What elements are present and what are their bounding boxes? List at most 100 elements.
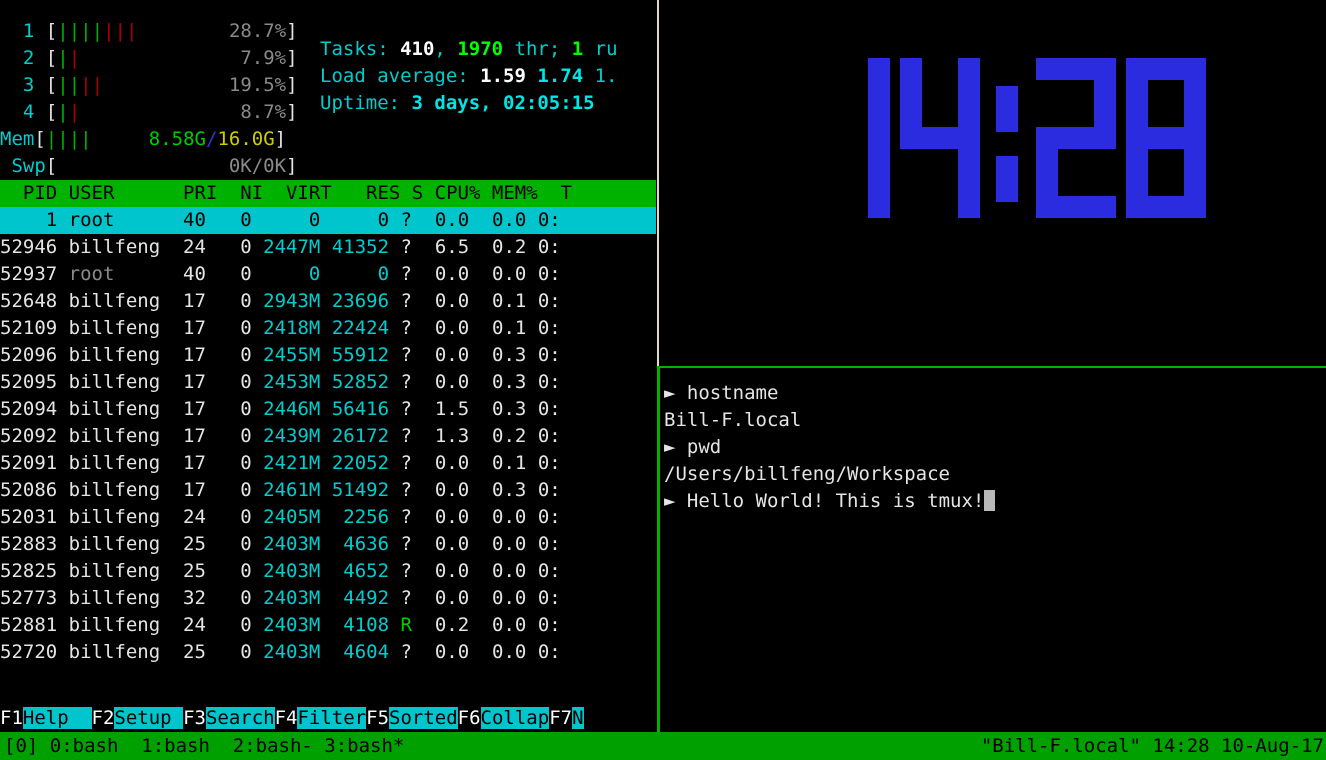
fkey-f7-label[interactable]: N <box>572 707 584 729</box>
cell-pid: 52773 <box>0 587 58 609</box>
cell-pri: 17 <box>171 290 206 312</box>
shell-output-line: /Users/billfeng/Workspace <box>664 461 1326 488</box>
cell-time: 0: <box>537 236 561 258</box>
process-row[interactable]: 52091 billfeng 17 0 2421M 22052 ? 0.0 0.… <box>0 450 656 477</box>
meter-bracket-open: [ <box>45 74 58 96</box>
process-row[interactable]: 52109 billfeng 17 0 2418M 22424 ? 0.0 0.… <box>0 315 656 342</box>
cell-state: ? <box>400 290 412 312</box>
tmux-status-bar[interactable]: [0] 0:bash 1:bash 2:bash- 3:bash* "Bill-… <box>0 732 1326 760</box>
cell-time: 0: <box>537 587 561 609</box>
cell-time: 0: <box>537 263 561 285</box>
cell-user: billfeng <box>68 425 172 447</box>
cell-time: 0: <box>537 506 561 528</box>
cell-pri: 17 <box>171 344 206 366</box>
process-row[interactable]: 52092 billfeng 17 0 2439M 26172 ? 1.3 0.… <box>0 423 656 450</box>
process-row[interactable]: 52031 billfeng 24 0 2405M 2256 ? 0.0 0.0… <box>0 504 656 531</box>
cell-pri: 25 <box>171 641 206 663</box>
process-row[interactable]: 52883 billfeng 25 0 2403M 4636 ? 0.0 0.0… <box>0 531 656 558</box>
cell-virt: 2455M <box>263 344 321 366</box>
fkey-f2-label[interactable]: Setup <box>114 707 184 729</box>
process-row[interactable]: 52946 billfeng 24 0 2447M 41352 ? 6.5 0.… <box>0 234 656 261</box>
htop-pane[interactable]: 1 [||||||| 28.7%] 2 [|| 7.9%] 3 [|||| 19… <box>0 0 656 732</box>
cell-state: ? <box>400 641 412 663</box>
htop-process-table[interactable]: PID USER PRI NI VIRT RES S CPU% MEM% T 1… <box>0 180 656 666</box>
shell-command-line: ► hostname <box>664 380 1326 407</box>
cell-cpu: 0.0 <box>423 317 470 339</box>
cell-mem: 0.0 <box>480 614 527 636</box>
cell-cpu: 0.0 <box>423 641 470 663</box>
memory-meter-label: Mem <box>0 128 35 150</box>
clock-digit-8 <box>1126 58 1206 218</box>
cpu-meter-3: 3 [|||| 19.5%] <box>22 74 298 96</box>
cell-time: 0: <box>537 533 561 555</box>
process-row[interactable]: 52096 billfeng 17 0 2455M 55912 ? 0.0 0.… <box>0 342 656 369</box>
fkey-f6-label[interactable]: Collap <box>480 707 550 729</box>
prompt-arrow-icon: ► <box>664 436 676 458</box>
process-row[interactable]: 52881 billfeng 24 0 2403M 4108 R 0.2 0.0… <box>0 612 656 639</box>
cell-res: 4636 <box>331 533 390 555</box>
fkey-f2-key[interactable]: F2 <box>91 707 115 729</box>
uptime-value: 3 days, 02:05:15 <box>411 92 595 114</box>
process-row[interactable]: 1 root 40 0 0 0 ? 0.0 0.0 0: <box>0 207 656 234</box>
cell-mem: 0.1 <box>480 317 527 339</box>
cell-res: 4492 <box>331 587 390 609</box>
fkey-f4-key[interactable]: F4 <box>274 707 298 729</box>
cpu-meter-percent: 8.7% <box>240 101 287 123</box>
cell-time: 0: <box>537 317 561 339</box>
cell-user: billfeng <box>68 236 172 258</box>
fkey-f4-label[interactable]: Filter <box>297 707 367 729</box>
tasks-run-label: ru <box>594 38 618 60</box>
fkey-f5-key[interactable]: F5 <box>366 707 390 729</box>
cell-mem: 0.3 <box>480 398 527 420</box>
shell-output: ► hostname Bill-F.local ► pwd/Users/billfe… <box>664 380 1326 515</box>
pane-divider-vertical-active[interactable] <box>657 366 660 732</box>
prompt-arrow-icon: ► <box>664 490 676 512</box>
cell-res: 23696 <box>331 290 390 312</box>
cell-ni: 0 <box>228 209 252 231</box>
clock-digit-1 <box>810 58 890 218</box>
cell-time: 0: <box>537 560 561 582</box>
clock-pane[interactable] <box>660 0 1326 366</box>
cell-state: ? <box>400 560 412 582</box>
process-row[interactable]: 52086 billfeng 17 0 2461M 51492 ? 0.0 0.… <box>0 477 656 504</box>
cell-mem: 0.3 <box>480 479 527 501</box>
fkey-f5-label[interactable]: Sorted <box>389 707 458 729</box>
shell-output-text: Bill-F.local <box>664 409 802 431</box>
process-row[interactable]: 52720 billfeng 25 0 2403M 4604 ? 0.0 0.0… <box>0 639 656 666</box>
fkey-f1-label[interactable]: Help <box>22 707 92 729</box>
cell-pid: 52091 <box>0 452 58 474</box>
fkey-f3-label[interactable]: Search <box>205 707 275 729</box>
cpu-meter-label: 3 <box>22 74 35 96</box>
cell-time: 0: <box>537 371 561 393</box>
shell-command-text: hostname <box>686 382 779 404</box>
process-row[interactable]: 52937 root 40 0 0 0 ? 0.0 0.0 0: <box>0 261 656 288</box>
cell-pid: 52946 <box>0 236 58 258</box>
meter-bracket-close: ] <box>274 128 287 150</box>
fkey-f7-key[interactable]: F7 <box>549 707 573 729</box>
load-5min: 1.74 <box>537 65 584 87</box>
process-row[interactable]: 52825 billfeng 25 0 2403M 4652 ? 0.0 0.0… <box>0 558 656 585</box>
tasks-total: 410 <box>400 38 435 60</box>
process-row[interactable]: 52095 billfeng 17 0 2453M 52852 ? 0.0 0.… <box>0 369 656 396</box>
process-row[interactable]: 52094 billfeng 17 0 2446M 56416 ? 1.5 0.… <box>0 396 656 423</box>
fkey-f1-key[interactable]: F1 <box>0 707 23 729</box>
fkey-f3-key[interactable]: F3 <box>183 707 206 729</box>
cell-pid: 52720 <box>0 641 58 663</box>
cell-cpu: 0.0 <box>423 560 470 582</box>
clock-digit-4 <box>900 58 980 218</box>
cell-time: 0: <box>537 344 561 366</box>
cell-virt: 0 <box>263 263 321 285</box>
cell-mem: 0.1 <box>480 452 527 474</box>
cell-ni: 0 <box>228 641 252 663</box>
process-row[interactable]: 52648 billfeng 17 0 2943M 23696 ? 0.0 0.… <box>0 288 656 315</box>
cell-user: root <box>68 263 172 285</box>
process-row[interactable]: 52773 billfeng 32 0 2403M 4492 ? 0.0 0.0… <box>0 585 656 612</box>
shell-pane[interactable]: ► hostname Bill-F.local ► pwd/Users/billfe… <box>660 366 1326 732</box>
process-table-header[interactable]: PID USER PRI NI VIRT RES S CPU% MEM% T <box>0 180 656 207</box>
htop-function-key-bar[interactable]: F1Help F2Setup F3SearchF4FilterF5SortedF… <box>0 704 656 732</box>
cell-virt: 2421M <box>263 452 321 474</box>
fkey-f6-key[interactable]: F6 <box>457 707 481 729</box>
cell-pid: 52096 <box>0 344 58 366</box>
tmux-status-left[interactable]: [0] 0:bash 1:bash 2:bash- 3:bash* <box>4 735 405 757</box>
cell-pid: 52825 <box>0 560 58 582</box>
